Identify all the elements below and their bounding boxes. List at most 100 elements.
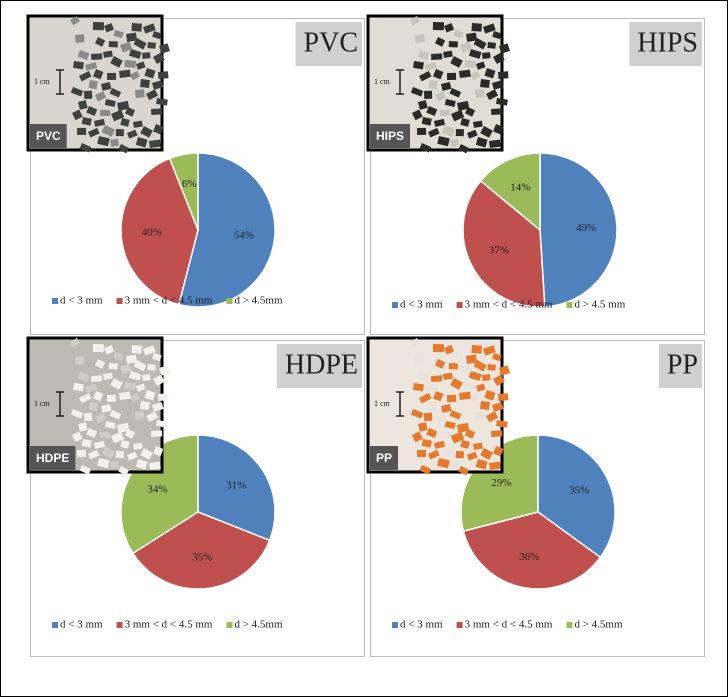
- photo-chip: [455, 450, 464, 459]
- photo-chip: [101, 124, 115, 137]
- photo-chip: [464, 60, 476, 68]
- photo-chip: [86, 428, 98, 438]
- photo-chip: [497, 393, 509, 401]
- photo-chip: [153, 124, 164, 135]
- title-box: [658, 344, 702, 388]
- photo-label-box: [30, 446, 76, 470]
- photo-chip: [84, 90, 93, 99]
- legend-label: d > 4.5mm: [574, 619, 623, 631]
- photo-chip: [426, 428, 438, 438]
- photo-chip: [432, 344, 444, 353]
- pie-slice: [131, 511, 271, 590]
- photo-chip: [434, 37, 446, 47]
- photo-chip: [120, 440, 130, 449]
- photo-chip: [476, 61, 486, 70]
- photo-chip: [88, 449, 100, 460]
- photo-chip: [120, 41, 133, 53]
- legend-swatch: [566, 302, 573, 308]
- legend-swatch: [226, 622, 233, 628]
- chart-panel: 35% 36% 29% d < 3 mm 3 mm < d < 4.5 mm d > 4.…: [366, 336, 705, 657]
- photo-chip: [140, 126, 153, 138]
- photo-chip: [86, 106, 98, 116]
- photo-chip: [457, 100, 470, 111]
- photo-chip: [119, 391, 131, 400]
- photo-chip: [417, 449, 427, 457]
- photo-chip: [428, 402, 438, 412]
- photo-chip: [444, 345, 455, 355]
- photo-chip: [142, 374, 151, 381]
- photo-chip: [101, 403, 112, 413]
- scale-label: 1 cm: [34, 77, 51, 86]
- legend-label: 3 mm < d < 4.5 mm: [125, 619, 213, 631]
- photo-chip: [149, 139, 161, 148]
- chart-panel: 54% 40% 6% d < 3 mm 3 mm < d < 4.5 mm d > 4.5…: [26, 14, 365, 335]
- photo-chip: [124, 60, 136, 68]
- photo-chip: [90, 375, 103, 382]
- photo-chip: [156, 419, 168, 428]
- photo-chip: [140, 448, 153, 460]
- photo-chip: [133, 360, 147, 372]
- legend-label: d < 3 mm: [60, 619, 103, 631]
- photo-chip: [75, 356, 85, 365]
- photo-chip: [492, 80, 504, 90]
- photo-chip: [108, 363, 118, 370]
- legend-swatch: [52, 298, 58, 304]
- photo-chip: [464, 382, 476, 390]
- photo-chip: [480, 401, 490, 411]
- photo-chip: [489, 139, 501, 148]
- photo-chip: [447, 394, 457, 402]
- photo-chip: [158, 71, 169, 79]
- photo-chip: [428, 127, 440, 138]
- photo-chip: [147, 364, 156, 371]
- photo-chip: [476, 383, 486, 392]
- photo-chip: [466, 32, 478, 42]
- photo-chip: [144, 390, 156, 401]
- photo-chip: [152, 80, 164, 90]
- photo-chip: [468, 49, 482, 59]
- legend-label: d > 4.5mm: [234, 295, 283, 307]
- photo-chip: [418, 393, 432, 404]
- photo-chip: [120, 363, 133, 375]
- photo-chip: [412, 431, 423, 443]
- photo-chip: [93, 69, 104, 80]
- slice-label: 34%: [147, 483, 167, 495]
- photo-chip: [493, 446, 504, 457]
- photo-chip: [94, 118, 106, 127]
- photo-chip: [78, 422, 88, 432]
- photo-chip: [428, 80, 438, 90]
- slice-label: 49%: [576, 222, 596, 234]
- photo-chip: [418, 422, 428, 432]
- photo-chip: [487, 42, 496, 49]
- photo-chip: [418, 71, 432, 82]
- photo-chip: [77, 50, 90, 60]
- legend-swatch: [52, 622, 58, 628]
- photo-chip: [421, 117, 432, 126]
- slice-label: 35%: [192, 552, 212, 564]
- photo-chip: [475, 459, 488, 470]
- chart-panel: 49% 37% 14% d < 3 mm 3 mm < d < 4.5 mm d > 4.…: [366, 14, 705, 335]
- photo-chip: [125, 354, 138, 364]
- photo-chip: [487, 364, 496, 371]
- photo-chip: [70, 87, 84, 97]
- photo-chip: [78, 393, 92, 404]
- photo-chip: [443, 50, 453, 58]
- photo-chip: [135, 459, 148, 470]
- photo-chip: [410, 409, 424, 419]
- pie-slice: [177, 152, 276, 308]
- photo-chip: [142, 345, 156, 356]
- photo-chip: [133, 37, 147, 50]
- photo-chip: [482, 52, 491, 59]
- photo-chip: [84, 62, 98, 71]
- pie-slice: [462, 511, 602, 590]
- photo-chip: [483, 345, 496, 356]
- photo-chip: [468, 371, 482, 381]
- photo-chip: [111, 431, 125, 444]
- photo-chip: [79, 465, 92, 475]
- photo-chip: [77, 449, 87, 457]
- photo-chip: [73, 61, 84, 70]
- photo-chip: [410, 16, 420, 26]
- photo-chip: [449, 138, 460, 147]
- photo-chip: [159, 365, 170, 376]
- photo-chip: [119, 69, 131, 78]
- photo-chip: [424, 90, 433, 99]
